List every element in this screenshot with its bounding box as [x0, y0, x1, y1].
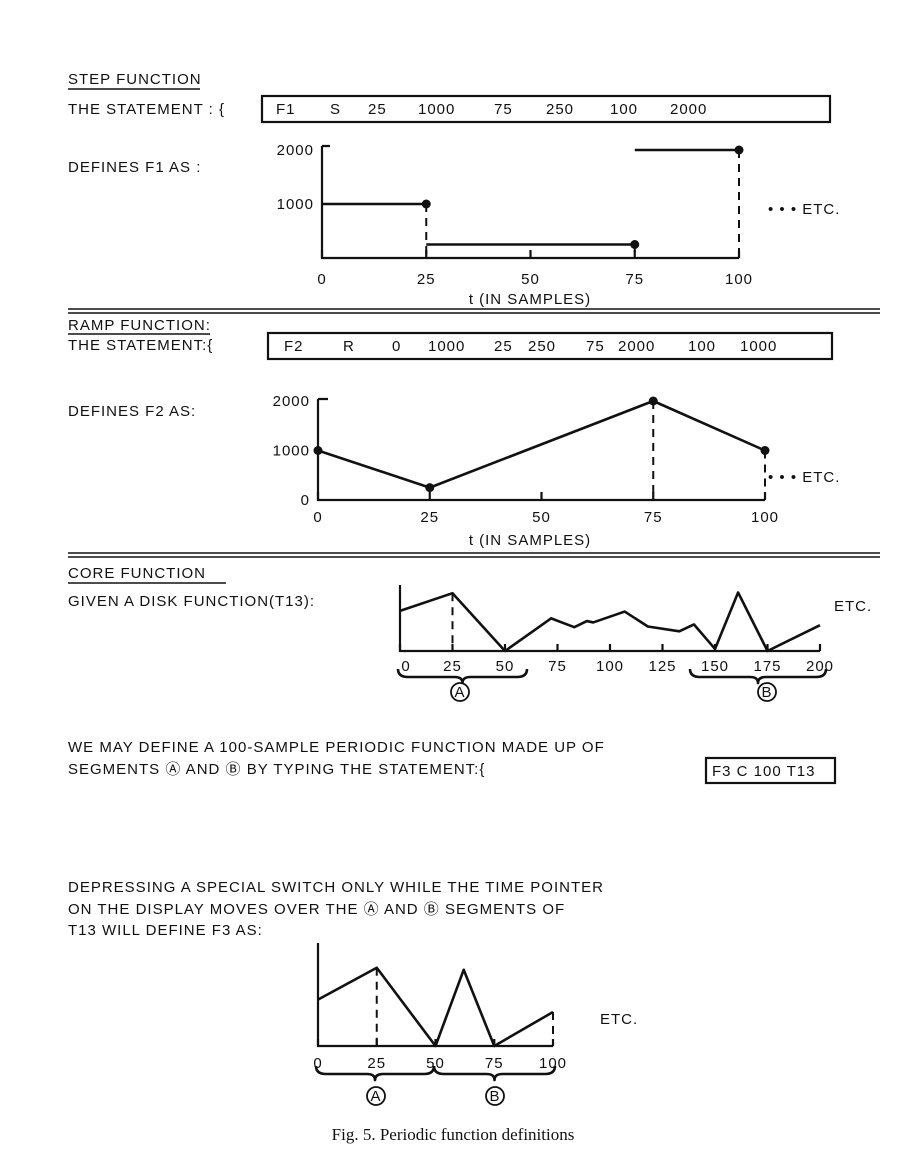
statement-token: 75	[586, 338, 605, 355]
segment-a-label-circle	[366, 1086, 386, 1106]
x-tick-label: 50	[426, 1055, 445, 1072]
disk-curve	[399, 591, 821, 653]
segment-a-label-circle	[450, 682, 470, 702]
statement-token: 1000	[428, 338, 465, 355]
statement-token: 25	[494, 338, 513, 355]
x-tick-label: 175	[753, 658, 781, 675]
step-statement-label: THE STATEMENT : {	[68, 101, 225, 118]
x-tick-label: 100	[725, 271, 753, 288]
statement-token: 100	[688, 338, 716, 355]
statement-token: S	[330, 101, 341, 118]
core-given: GIVEN A DISK FUNCTION(T13):	[68, 593, 315, 610]
step-defines: DEFINES F1 AS :	[68, 159, 201, 176]
x-tick-label: 25	[420, 509, 439, 526]
f3-etc: ETC.	[600, 1011, 638, 1028]
statement-token: 0	[392, 338, 401, 355]
core-statement: F3 C 100 T13	[712, 763, 815, 780]
x-tick-label: 0	[313, 509, 322, 526]
statement-token: 100	[610, 101, 638, 118]
step-heading: STEP FUNCTION	[68, 71, 202, 88]
f3-chart: 0 25 50 75 100 A B	[313, 943, 567, 1106]
core-etc: ETC.	[834, 598, 872, 615]
x-tick-label: 100	[596, 658, 624, 675]
statement-token: 75	[494, 101, 513, 118]
figure-caption: Fig. 5. Periodic function definitions	[332, 1125, 575, 1144]
ramp-line	[317, 399, 766, 489]
step-statement-tokens: F1 S 25 1000 75 250 100 2000	[276, 101, 707, 118]
axes	[316, 943, 553, 1048]
data-point	[425, 483, 435, 493]
x-tick-label: 0	[313, 1055, 322, 1072]
core-paragraph-line: DEPRESSING A SPECIAL SWITCH ONLY WHILE T…	[68, 879, 604, 896]
step-statement-box	[260, 94, 832, 124]
x-tick-label: 25	[443, 658, 462, 675]
x-tick-label: 50	[521, 271, 540, 288]
ramp-statement-tokens: F2 R 0 1000 25 250 75 2000 100 1000	[284, 338, 777, 355]
x-axis-label: t (IN SAMPLES)	[469, 291, 591, 308]
axes	[316, 397, 765, 502]
ramp-chart: 0 1000 2000 0 25 50 75 100 t (IN SAMPLES)	[273, 393, 779, 549]
x-tick-label: 25	[367, 1055, 386, 1072]
statement-token: 1000	[418, 101, 455, 118]
segment-b-label: B	[489, 1088, 500, 1105]
x-tick-label: 75	[485, 1055, 504, 1072]
core-heading: CORE FUNCTION	[68, 565, 206, 582]
segment-b-label: B	[761, 684, 772, 701]
x-tick-label: 150	[701, 658, 729, 675]
core-paragraph-line: ON THE DISPLAY MOVES OVER THE Ⓐ AND Ⓑ SE…	[68, 901, 565, 918]
segment-b-label-circle	[485, 1086, 505, 1106]
y-tick-label: 2000	[277, 142, 314, 159]
x-tick-label: 50	[532, 509, 551, 526]
f3-curve	[317, 966, 554, 1048]
core-statement-box	[704, 756, 837, 785]
x-tick-label: 75	[644, 509, 663, 526]
statement-token: 2000	[670, 101, 707, 118]
statement-token: 250	[546, 101, 574, 118]
segment-a-label: A	[454, 684, 465, 701]
segment-b-brace	[688, 668, 828, 685]
statement-token: 1000	[740, 338, 777, 355]
x-tick-label: 100	[539, 1055, 567, 1072]
step-chart: 1000 2000 0 25 50 75 100 t (IN SAMPLES)	[277, 142, 753, 308]
x-tick-label: 50	[496, 658, 515, 675]
core-paragraph-line: T13 WILL DEFINE F3 AS:	[68, 922, 263, 939]
x-tick-label: 75	[625, 271, 644, 288]
x-tick-label: 25	[417, 271, 436, 288]
y-tick-label: 0	[301, 492, 310, 509]
statement-token: F1	[276, 101, 296, 118]
x-tick-label: 0	[401, 658, 410, 675]
segment-b-label-circle	[757, 682, 777, 702]
x-tick-label: 0	[317, 271, 326, 288]
x-tick-label: 125	[648, 658, 676, 675]
core-paragraph-line: WE MAY DEFINE A 100-SAMPLE PERIODIC FUNC…	[68, 739, 605, 756]
x-axis-label: t (IN SAMPLES)	[469, 532, 591, 549]
x-tick-label: 100	[751, 509, 779, 526]
x-tick-label: 200	[806, 658, 834, 675]
statement-token: F2	[284, 338, 304, 355]
ramp-statement-box	[266, 331, 834, 361]
step-etc: • • • ETC.	[768, 201, 840, 218]
ramp-etc: • • • ETC.	[768, 469, 840, 486]
statement-token: 25	[368, 101, 387, 118]
statement-token: R	[343, 338, 355, 355]
y-tick-label: 1000	[273, 443, 310, 460]
disk-function-chart: 0 25 50 75 100 125 150 175 200 A B	[396, 585, 834, 702]
axes	[320, 144, 739, 260]
segment-a-brace	[314, 1065, 436, 1082]
segment-a-label: A	[370, 1088, 381, 1105]
core-paragraph-line: SEGMENTS Ⓐ AND Ⓑ BY TYPING THE STATEMENT…	[68, 761, 485, 778]
data-point	[313, 446, 323, 455]
statement-token: 250	[528, 338, 556, 355]
y-tick-label: 2000	[273, 393, 310, 410]
segment-b-brace	[432, 1065, 557, 1082]
ramp-heading: RAMP FUNCTION:	[68, 317, 211, 334]
statement-token: 2000	[618, 338, 655, 355]
ramp-defines: DEFINES F2 AS:	[68, 403, 196, 420]
ramp-statement-label: THE STATEMENT:{	[68, 337, 213, 354]
x-tick-label: 75	[548, 658, 567, 675]
y-tick-label: 1000	[277, 196, 314, 213]
